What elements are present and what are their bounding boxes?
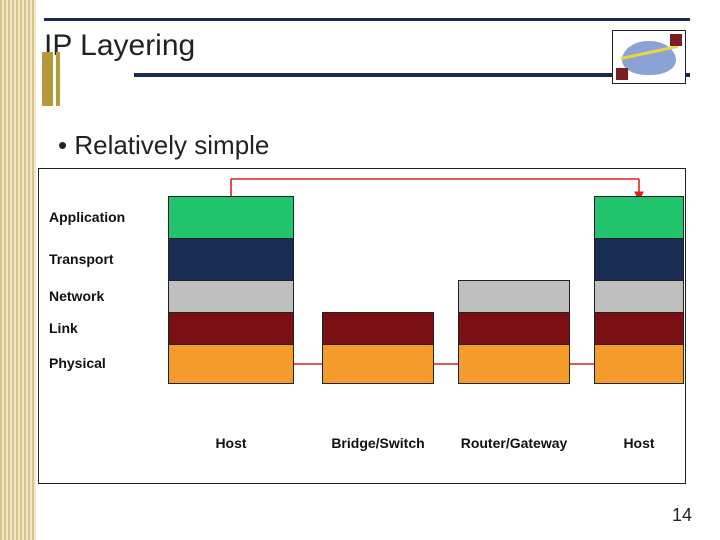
stack-3-application xyxy=(595,197,683,239)
accent-stripes xyxy=(0,0,36,540)
stack-1-physical xyxy=(323,345,433,383)
layering-diagram: Application Transport Network Link Physical H… xyxy=(38,168,686,484)
logo-square-top-right xyxy=(670,34,682,46)
stack-0-network xyxy=(169,281,293,313)
title-rule-bottom xyxy=(134,73,690,77)
logo-square-bottom-left xyxy=(616,68,628,80)
bullet-text: • Relatively simple xyxy=(58,130,269,161)
column-label-2: Router/Gateway xyxy=(439,435,589,451)
layer-label-physical: Physical xyxy=(49,355,106,371)
layer-label-network: Network xyxy=(49,288,104,304)
stack-2-physical xyxy=(459,345,569,383)
title-area: IP Layering xyxy=(44,18,690,77)
stack-1-link xyxy=(323,313,433,345)
title-accent-bar-1 xyxy=(42,52,53,106)
logo xyxy=(612,30,686,84)
column-label-0: Host xyxy=(149,435,313,451)
stack-3-link xyxy=(595,313,683,345)
page-number: 14 xyxy=(672,505,692,526)
stack-0-transport xyxy=(169,239,293,281)
stack-2-network xyxy=(459,281,569,313)
layer-label-application: Application xyxy=(49,209,125,225)
layer-label-link: Link xyxy=(49,320,78,336)
column-label-3: Host xyxy=(575,435,703,451)
stack-0-application xyxy=(169,197,293,239)
stack-3-transport xyxy=(595,239,683,281)
title-rule-top xyxy=(44,18,690,21)
column-label-1: Bridge/Switch xyxy=(303,435,453,451)
stack-2-link xyxy=(459,313,569,345)
layer-label-transport: Transport xyxy=(49,251,114,267)
stack-0-physical xyxy=(169,345,293,383)
stack-3-network xyxy=(595,281,683,313)
stack-3-physical xyxy=(595,345,683,383)
stack-0-link xyxy=(169,313,293,345)
slide-title: IP Layering xyxy=(44,29,690,63)
title-accent-bar-2 xyxy=(56,52,60,106)
